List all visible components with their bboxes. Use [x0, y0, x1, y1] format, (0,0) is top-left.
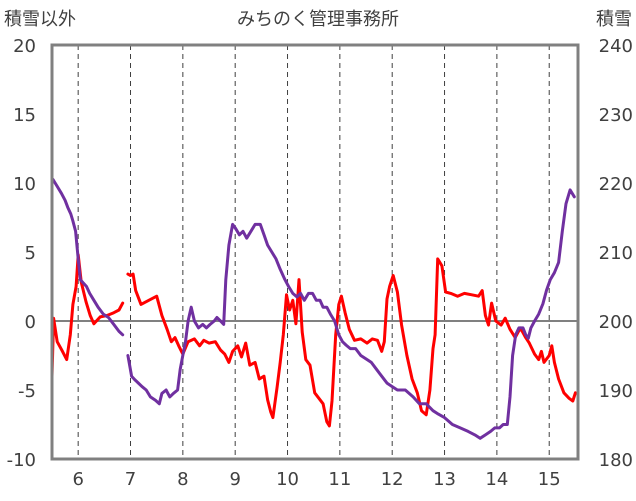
- y-right-tick-label: 220: [599, 174, 633, 195]
- y-right-tick-label: 200: [599, 312, 633, 333]
- y-right-tick-label: 210: [599, 243, 633, 264]
- grid: [52, 45, 578, 459]
- x-tick-label: 14: [485, 469, 508, 490]
- y-right-tick-label: 230: [599, 105, 633, 126]
- series-line-2: [51, 178, 125, 337]
- tick-labels: 6 7 8 9 10 11 12 13 14 15 -10 -5 0 5 10 15 20 180 190 200 21…: [7, 36, 633, 490]
- x-tick-label: 13: [433, 469, 456, 490]
- plot-frame: [50, 43, 580, 461]
- y-right-tick-label: 180: [599, 450, 633, 471]
- x-tick-label: 9: [229, 469, 240, 490]
- y-right-tick-label: 190: [599, 381, 633, 402]
- x-tick-label: 11: [328, 469, 351, 490]
- y-left-tick-label: 0: [25, 312, 36, 333]
- y-left-tick-label: -5: [18, 381, 36, 402]
- x-tick-label: 10: [276, 469, 299, 490]
- y-left-tick-label: 10: [13, 174, 36, 195]
- chart-title: みちのく管理事務所: [237, 9, 399, 30]
- x-tick-label: 15: [538, 469, 561, 490]
- right-axis-label: 積雪: [596, 9, 632, 30]
- x-tick-label: 7: [125, 469, 136, 490]
- x-tick-label: 6: [72, 469, 83, 490]
- y-left-tick-label: 5: [25, 243, 36, 264]
- y-right-tick-label: 240: [599, 36, 633, 57]
- x-tick-label: 8: [177, 469, 188, 490]
- y-left-tick-label: 15: [13, 105, 36, 126]
- y-left-tick-label: 20: [13, 36, 36, 57]
- series-line-1: [50, 253, 125, 378]
- series-layer: [50, 178, 577, 440]
- left-axis-label: 積雪以外: [4, 9, 76, 30]
- y-left-tick-label: -10: [7, 450, 36, 471]
- x-tick-label: 12: [381, 469, 404, 490]
- series-line-2: [126, 188, 576, 440]
- series-line-1: [126, 257, 577, 428]
